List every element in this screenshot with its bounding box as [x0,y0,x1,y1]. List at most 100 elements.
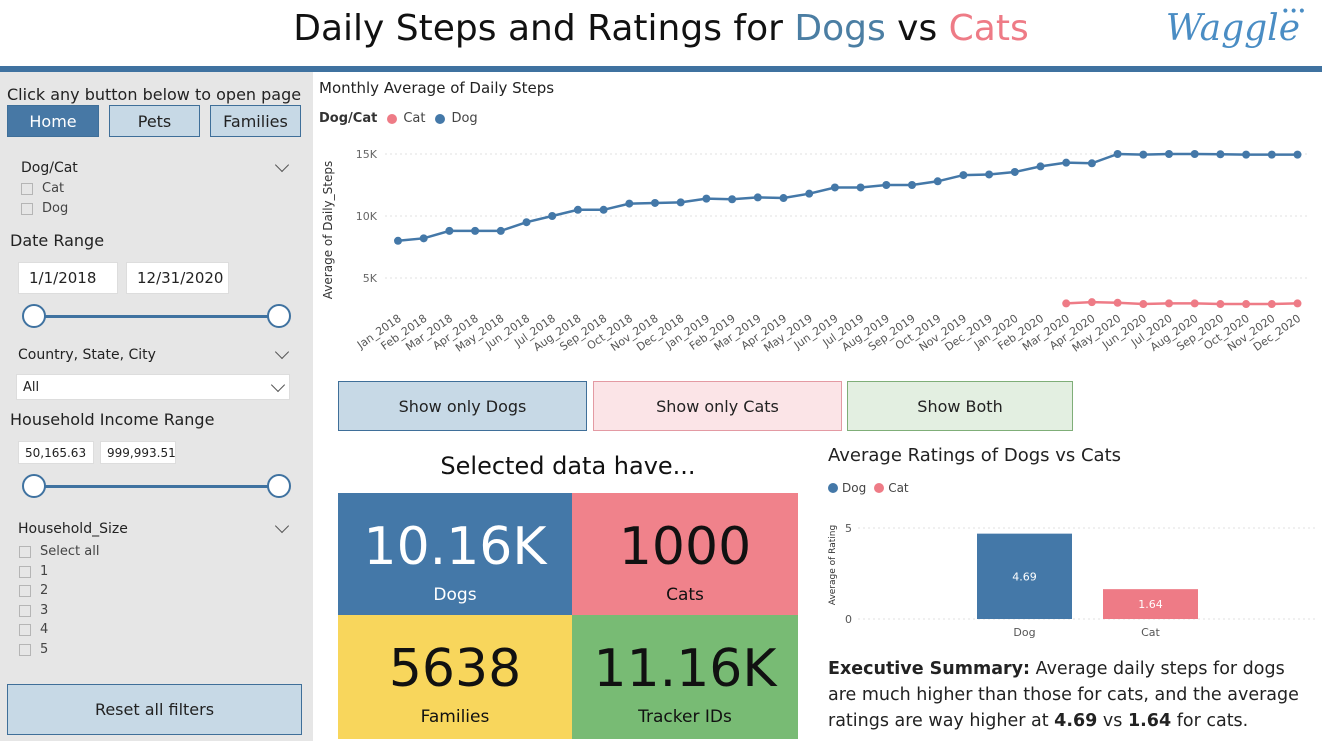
date-slider-end-handle[interactable] [267,304,291,328]
cat-option-label: Cat [42,181,65,196]
trackers-kpi-card: 11.16K Tracker IDs [572,615,798,739]
size-1-checkbox[interactable] [19,566,31,578]
dog-data-point [573,205,582,214]
dog-data-point [419,234,428,243]
dog-data-point [985,170,994,179]
legend-dog-marker [828,483,838,493]
legend-cat-label: Cat [403,111,426,126]
cat-data-point [1190,299,1199,308]
families-kpi-value: 5638 [388,639,522,699]
title-cats: Cats [948,8,1029,49]
legend-dog-marker [435,113,446,124]
dog-data-point [753,193,762,202]
dogs-kpi-label: Dogs [433,585,477,605]
cat-checkbox[interactable] [21,183,33,195]
dog-data-point [599,205,608,214]
cats-kpi-label: Cats [666,585,704,605]
income-slider-max-handle[interactable] [267,474,291,498]
x-tick-label: Dog [1013,626,1035,639]
cat-data-point [1087,298,1096,307]
location-filter-label: Country, State, City [18,347,156,363]
income-slider-track[interactable] [34,485,279,488]
show-dogs-button[interactable]: Show only Dogs [338,381,587,431]
household-size-label: Household_Size [18,521,128,537]
cat-bar [1103,589,1198,619]
show-cats-button[interactable]: Show only Cats [593,381,842,431]
dog-data-point [676,198,685,207]
nav-pets-button[interactable]: Pets [109,105,200,137]
dog-data-point [1190,150,1199,158]
size-1-label: 1 [40,564,49,579]
y-axis-label: Average of Daily_Steps [321,161,335,299]
dog-data-point [522,218,531,227]
waggle-logo: Waggle ••• [1166,4,1306,49]
dog-data-point [548,212,557,220]
size-3-label: 3 [40,603,49,618]
legend-dog-label: Dog [842,481,867,495]
cat-series-line [1066,300,1298,306]
title-prefix: Daily Steps and Ratings for [293,8,795,49]
cat-data-point [1139,300,1148,309]
cat-data-point [1062,299,1071,308]
income-max-input[interactable]: 999,993.51 [100,441,176,464]
size-4-checkbox[interactable] [19,624,31,636]
show-both-button[interactable]: Show Both [847,381,1073,431]
y-tick-label: 5K [363,272,378,285]
select-all-checkbox[interactable] [19,546,31,558]
nav-home-button[interactable]: Home [7,105,99,137]
summary-cat-rating: 1.64 [1127,711,1172,731]
trackers-kpi-value: 11.16K [593,639,777,699]
kpi-heading: Selected data have... [440,452,696,480]
income-range-label: Household Income Range [10,410,215,429]
income-slider-min-handle[interactable] [22,474,46,498]
y-axis-label: Average of Rating [828,525,838,605]
y-tick-label: 15K [356,148,378,161]
size-2-checkbox[interactable] [19,585,31,597]
paw-icon: ••• [1281,4,1306,20]
chevron-down-icon [270,377,286,393]
bar-chart: 0 5 Average of Rating 4.69 Dog 1.64 Cat [828,522,1315,639]
line-chart-legend: Dog/Cat Cat Dog [319,111,478,126]
y-tick-label: 10K [356,210,378,223]
data-label: 4.69 [1012,570,1037,583]
dog-data-point [779,194,788,203]
dog-checkbox[interactable] [21,203,33,215]
cat-data-point [1267,300,1276,309]
date-slider-track[interactable] [34,315,279,318]
dog-data-point [728,195,737,204]
dog-data-point [805,189,814,198]
start-date-input[interactable]: 1/1/2018 [18,262,118,294]
size-5-checkbox[interactable] [19,644,31,656]
dog-data-point [1293,150,1302,159]
location-dropdown[interactable]: All [16,374,290,400]
dog-data-point [1216,150,1225,159]
dog-data-point [445,226,454,235]
dog-data-point [1165,150,1173,158]
title-vs: vs [885,8,949,49]
dogs-kpi-value: 10.16K [363,517,547,577]
cat-data-point [1293,299,1302,308]
end-date-input[interactable]: 12/31/2020 [126,262,229,294]
dog-data-point [830,183,839,192]
bar-chart-title: Average Ratings of Dogs vs Cats [828,445,1122,466]
trackers-kpi-label: Tracker IDs [638,707,732,727]
cat-data-point [1165,299,1173,308]
dog-series-line [397,152,1298,243]
size-5-label: 5 [40,642,49,657]
dogs-kpi-card: 10.16K Dogs [338,493,572,615]
header: Daily Steps and Ratings for Dogs vs Cats… [0,0,1322,66]
select-all-label: Select all [40,544,100,559]
income-min-input[interactable]: 50,165.63 [18,441,94,464]
date-slider-start-handle[interactable] [22,304,46,328]
dog-data-point [1087,159,1096,168]
nav-families-button[interactable]: Families [210,105,301,137]
location-dropdown-value: All [23,380,40,395]
header-divider [0,66,1322,72]
cats-kpi-value: 1000 [618,517,752,577]
dog-data-point [702,194,711,203]
size-3-checkbox[interactable] [19,605,31,617]
families-kpi-label: Families [420,707,490,727]
reset-filters-button[interactable]: Reset all filters [7,684,302,735]
date-range-label: Date Range [10,231,105,250]
cat-data-point [1113,298,1122,307]
